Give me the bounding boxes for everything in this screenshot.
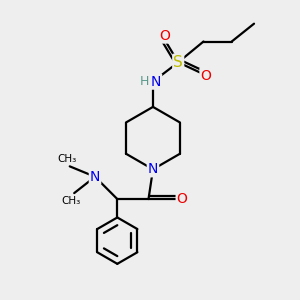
Text: CH₃: CH₃ bbox=[58, 154, 77, 164]
Text: N: N bbox=[148, 162, 158, 176]
Text: O: O bbox=[159, 28, 170, 43]
Text: S: S bbox=[173, 55, 183, 70]
Text: O: O bbox=[200, 69, 211, 83]
Text: N: N bbox=[90, 170, 100, 184]
Text: O: O bbox=[177, 192, 188, 206]
Text: N: N bbox=[151, 75, 161, 88]
Text: H: H bbox=[140, 75, 149, 88]
Text: CH₃: CH₃ bbox=[61, 196, 80, 206]
